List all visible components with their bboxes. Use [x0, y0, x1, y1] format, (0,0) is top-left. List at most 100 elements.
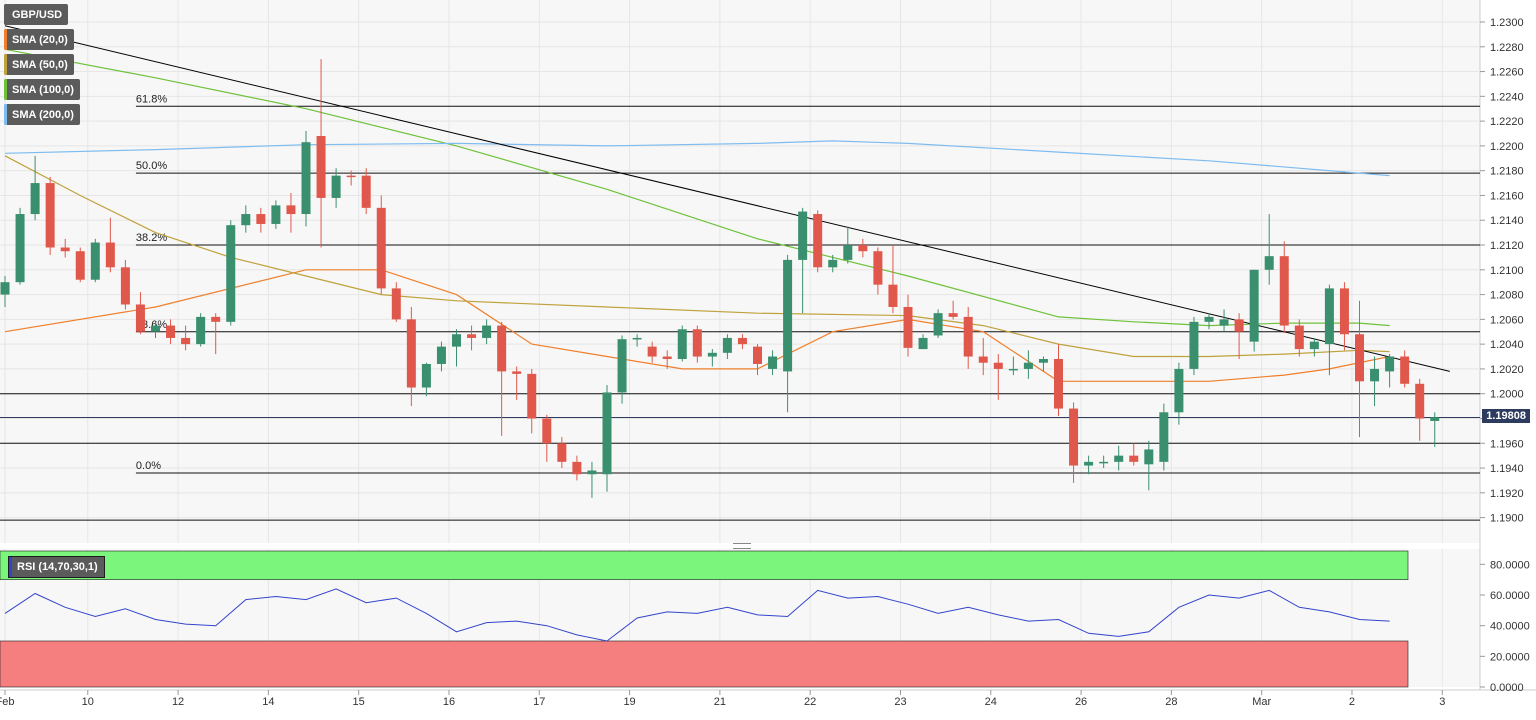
rsi-legend-swatch — [9, 557, 12, 577]
fib-level-label: 0.0% — [136, 460, 161, 472]
candle-body — [692, 329, 702, 357]
candle-body — [421, 363, 431, 388]
price-tick-label: 1.2260 — [1490, 67, 1524, 79]
candle-body — [196, 316, 206, 345]
legend-swatch — [4, 79, 7, 100]
candle-body — [1385, 356, 1395, 372]
candle-body — [1264, 256, 1274, 270]
candle-body — [391, 288, 401, 320]
price-axis[interactable]: 1.2300 1.2280 1.2260 1.2240 1.2220 1.2200 1.21… — [1480, 17, 1524, 525]
candle-body — [527, 373, 537, 419]
candle-body — [1430, 417, 1440, 421]
rsi-line — [4, 588, 1390, 642]
sma-line — [4, 155, 1390, 358]
rsi-tick-label: 60.0000 — [1490, 590, 1530, 602]
candle-body — [286, 205, 296, 215]
rsi-tick-label: 0.0000 — [1490, 682, 1524, 694]
candle-body — [512, 371, 522, 374]
candle-body — [1144, 449, 1154, 465]
time-tick-label: 14 — [262, 696, 274, 708]
legend-sma100[interactable]: SMA (100,0) — [4, 79, 80, 100]
candle-body — [843, 245, 853, 260]
candle-body — [828, 259, 838, 268]
candle-body — [963, 316, 973, 357]
legend-swatch — [4, 54, 7, 75]
candle-body — [105, 242, 115, 268]
fib-level-label: 61.8% — [136, 93, 167, 105]
time-tick-label: 10 — [82, 696, 94, 708]
price-tick-label: 1.2040 — [1490, 339, 1524, 351]
candle-body — [467, 334, 477, 338]
candle-body — [873, 251, 883, 285]
time-tick-label: Feb — [0, 696, 14, 708]
legend-sma20[interactable]: SMA (20,0) — [4, 29, 74, 50]
candle-body — [662, 356, 672, 360]
price-tick-label: 1.1900 — [1490, 513, 1524, 525]
sma-line — [4, 269, 1390, 382]
candle-body — [632, 337, 642, 340]
price-tick-label: 1.2020 — [1490, 364, 1524, 376]
candle-body — [1294, 325, 1304, 350]
time-tick-label: 15 — [353, 696, 365, 708]
candle-body — [903, 306, 913, 348]
price-tick-label: 1.2120 — [1490, 240, 1524, 252]
candle-body — [557, 443, 567, 462]
time-tick-label: 21 — [714, 696, 726, 708]
candle-body — [376, 207, 386, 289]
candle-body — [888, 284, 898, 307]
pane-splitter-handle[interactable] — [733, 543, 751, 549]
price-tick-label: 1.2060 — [1490, 314, 1524, 326]
price-tick-label: 1.2220 — [1490, 116, 1524, 128]
candle-body — [30, 183, 40, 215]
price-tick-label: 1.1920 — [1490, 488, 1524, 500]
candle-body — [75, 251, 85, 280]
candle-body — [45, 183, 55, 248]
candle-body — [226, 225, 236, 322]
time-tick-label: 3 — [1439, 696, 1445, 708]
legend-sma50[interactable]: SMA (50,0) — [4, 54, 74, 75]
candle-body — [361, 175, 371, 208]
candle-body — [677, 329, 687, 360]
candle-body — [993, 362, 1003, 369]
candle-body — [1204, 316, 1214, 322]
time-tick-label: Mar — [1252, 696, 1271, 708]
candle-body — [497, 325, 507, 372]
time-tick-label: 23 — [894, 696, 906, 708]
candle-body — [1008, 368, 1018, 371]
legend-swatch — [4, 29, 7, 50]
candle-body — [572, 461, 582, 475]
time-tick-label: 19 — [623, 696, 635, 708]
candle-body — [256, 214, 266, 224]
rsi-legend[interactable]: RSI (14,70,30,1) — [8, 556, 105, 578]
price-tick-label: 1.2160 — [1490, 190, 1524, 202]
candle-body — [436, 346, 446, 364]
sma-line — [4, 140, 1390, 177]
candle-body — [753, 346, 762, 364]
candle-body — [737, 337, 747, 345]
candle-body — [1023, 362, 1033, 369]
candle-body — [90, 242, 100, 280]
candle-body — [798, 211, 808, 260]
main-plot-bg — [0, 0, 1480, 543]
candle-body — [331, 175, 341, 198]
rsi-tick-label: 20.0000 — [1490, 651, 1530, 663]
candles — [0, 59, 1440, 498]
legend-symbol[interactable]: GBP/USD — [4, 4, 69, 25]
candle-body — [482, 325, 492, 338]
price-tick-label: 1.2280 — [1490, 42, 1524, 54]
time-axis[interactable]: Feb10121415161719212223242628Mar23 — [0, 690, 1445, 708]
legend: GBP/USD SMA (20,0) SMA (50,0) SMA (100,0… — [4, 4, 80, 129]
price-tick-label: 1.2180 — [1490, 166, 1524, 178]
candle-body — [813, 214, 823, 268]
time-tick-label: 26 — [1075, 696, 1087, 708]
time-tick-label: 2 — [1349, 696, 1355, 708]
candle-body — [241, 214, 251, 226]
legend-label: SMA (100,0) — [12, 83, 74, 96]
candle-body — [647, 346, 657, 357]
candle-body — [933, 313, 943, 336]
legend-sma200[interactable]: SMA (200,0) — [4, 104, 80, 125]
candle-body — [783, 259, 793, 372]
candle-body — [978, 356, 988, 363]
candle-body — [316, 135, 326, 198]
legend-label: SMA (20,0) — [12, 33, 68, 46]
